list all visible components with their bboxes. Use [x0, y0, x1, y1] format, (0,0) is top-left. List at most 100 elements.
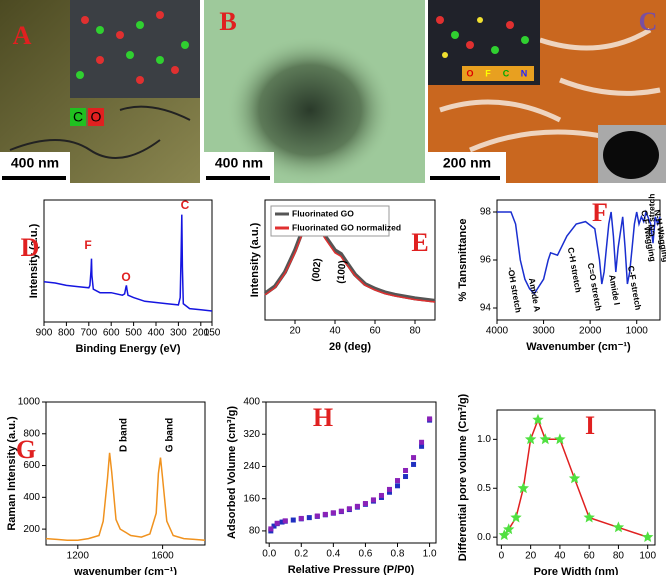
y-tick-label: 94 [480, 303, 492, 314]
annotation: -OH stretch [506, 266, 524, 313]
plot-frame [264, 199, 436, 321]
marker [642, 531, 654, 542]
y-axis-label: % Tansmittance [457, 219, 469, 302]
plot-frame [45, 401, 206, 546]
y-tick-label: 0.5 [477, 483, 491, 494]
annotation: (100) [336, 260, 349, 284]
y-tick-label: 320 [243, 429, 260, 440]
x-tick-label: 0.4 [326, 549, 340, 560]
image-b: B 400 nm [204, 0, 425, 185]
point [290, 517, 296, 523]
x-tick-label: 400 [148, 328, 165, 339]
y-tick-label: 160 [243, 493, 260, 504]
annotation: CN stretch [646, 194, 656, 237]
inset-label: C [503, 68, 510, 78]
y-tick-label: 400 [243, 397, 260, 408]
marker [524, 433, 537, 445]
point [271, 523, 277, 529]
legend-label: Fluorinated GO normalized [292, 222, 401, 232]
x-tick-label: 3000 [532, 326, 555, 337]
x-tick-label: 40 [554, 551, 566, 562]
line [264, 215, 436, 303]
x-tick-label: 80 [613, 551, 625, 562]
x-tick-label: 700 [80, 328, 97, 339]
inset-label: F [485, 68, 491, 78]
point [378, 492, 384, 498]
panel-label: F [592, 198, 608, 227]
point [395, 483, 401, 489]
image-label: B [219, 7, 236, 36]
legend-box [270, 205, 390, 237]
marker [612, 521, 625, 533]
point [370, 497, 376, 503]
y-tick-label: 98 [480, 207, 492, 218]
image-c: O F C N C 200 nm [428, 0, 666, 183]
annotation: O [121, 270, 130, 284]
x-tick-label: 4000 [486, 326, 509, 337]
x-tick-label: 1000 [626, 326, 649, 337]
marker [554, 433, 566, 445]
x-tick-label: 20 [525, 551, 537, 562]
point [362, 501, 368, 507]
image-a: A C O 400 nm [0, 0, 200, 183]
point [306, 515, 312, 521]
x-tick-label: 150 [204, 328, 221, 339]
x-axis-label: Wavenumber (cm⁻¹) [526, 341, 631, 353]
x-axis-label: wavenumber (cm⁻¹) [73, 566, 177, 575]
point [403, 474, 409, 480]
y-tick-label: 0.0 [477, 532, 491, 543]
x-tick-label: 0.2 [294, 549, 308, 560]
panel-label: E [411, 228, 428, 257]
line [45, 452, 206, 541]
y-tick-label: 600 [23, 460, 40, 471]
x-tick-label: 40 [329, 326, 341, 337]
panel-label: D [21, 233, 40, 262]
scale-bar: 400 nm [215, 155, 263, 171]
annotation: Amide A [527, 277, 543, 312]
annotation: D band [119, 418, 130, 452]
x-tick-label: 0.8 [391, 549, 405, 560]
marker [503, 523, 515, 535]
x-tick-label: 600 [103, 328, 120, 339]
scale-bar: 200 nm [443, 155, 491, 171]
x-tick-label: 1.0 [423, 549, 437, 560]
point [427, 416, 433, 422]
y-tick-label: 1.0 [477, 434, 491, 445]
inset-label: O [91, 109, 102, 125]
x-tick-label: 80 [409, 326, 421, 337]
y-axis-label: Adsorbed Volume (cm³/g) [226, 406, 238, 539]
panel-label: I [585, 411, 595, 440]
point [395, 478, 401, 484]
inset-label: C [73, 109, 83, 125]
point [386, 489, 392, 495]
plot-frame [43, 199, 213, 323]
marker [539, 433, 551, 445]
annotation: F [84, 238, 91, 252]
x-tick-label: 60 [369, 326, 381, 337]
line [263, 210, 436, 303]
x-tick-label: 0 [499, 551, 505, 562]
marker [532, 413, 544, 425]
point [338, 508, 344, 514]
x-tick-label: 200 [192, 328, 209, 339]
point [298, 515, 304, 521]
point [330, 510, 336, 516]
plot-frame [496, 409, 656, 546]
point [274, 520, 280, 526]
y-tick-label: 240 [243, 461, 260, 472]
marker [517, 482, 529, 494]
y-tick-label: 80 [249, 526, 261, 537]
marker [510, 511, 522, 523]
point [279, 519, 285, 525]
line [497, 209, 661, 295]
y-tick-label: 200 [23, 524, 40, 535]
point [354, 503, 360, 509]
point [322, 511, 328, 517]
y-axis-label: Raman Intensity (a.u.) [6, 416, 18, 531]
x-tick-label: 20 [289, 326, 301, 337]
x-tick-label: 1600 [151, 551, 174, 562]
point [419, 439, 425, 445]
annotation: C-H stretch [566, 246, 584, 293]
scale-bar: 400 nm [11, 155, 59, 171]
y-tick-label: 96 [480, 255, 492, 266]
